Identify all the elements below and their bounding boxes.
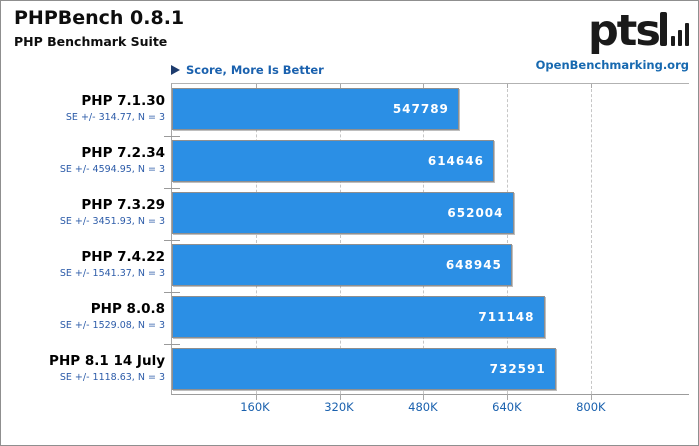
x-axis-tick-label: 800K — [576, 400, 606, 414]
standard-error-label: SE +/- 1529.08, N = 3 — [59, 320, 165, 331]
axis-tick-top — [591, 84, 593, 88]
bar-value-label: 614646 — [427, 154, 484, 168]
svg-text:pts: pts — [588, 6, 659, 56]
axis-tick-bottom — [591, 394, 593, 400]
bar-row: 711148 — [172, 292, 689, 344]
category-label-block: PHP 7.2.34 SE +/- 4594.95, N = 3 — [1, 135, 165, 187]
plot-area: 547789 614646 652004 648945 711148 732591 — [164, 83, 689, 400]
y-axis-row-tick — [164, 136, 180, 137]
axis-tick-top — [507, 84, 509, 88]
gridline — [423, 84, 425, 394]
axis-tick-bottom — [339, 394, 341, 400]
category-label: PHP 7.3.29 — [81, 197, 165, 213]
x-axis-tick-label: 160K — [240, 400, 270, 414]
legend-label: Score, More Is Better — [186, 63, 324, 77]
standard-error-label: SE +/- 3451.93, N = 3 — [59, 216, 165, 227]
category-label: PHP 7.1.30 — [81, 93, 165, 109]
y-axis-row-tick — [164, 292, 180, 293]
category-label-block: PHP 7.4.22 SE +/- 1541.37, N = 3 — [1, 239, 165, 291]
axis-tick-top — [339, 84, 341, 88]
openbenchmarking-link[interactable]: OpenBenchmarking.org — [535, 58, 689, 72]
bar-value-label: 732591 — [489, 362, 546, 376]
category-label-block: PHP 7.3.29 SE +/- 3451.93, N = 3 — [1, 187, 165, 239]
bar-row: 732591 — [172, 344, 689, 396]
standard-error-label: SE +/- 314.77, N = 3 — [65, 112, 165, 123]
gridline — [507, 84, 509, 394]
category-label: PHP 8.1 14 July — [49, 353, 165, 369]
category-label-block: PHP 8.0.8 SE +/- 1529.08, N = 3 — [1, 291, 165, 343]
bar-value-label: 652004 — [447, 206, 504, 220]
category-label: PHP 7.2.34 — [81, 145, 165, 161]
legend: Score, More Is Better — [171, 63, 324, 77]
x-axis-labels: 160K 320K 480K 640K 800K — [171, 400, 689, 418]
result-bar: 732591 — [172, 348, 556, 390]
result-bar: 652004 — [172, 192, 514, 234]
x-axis-tick-label: 480K — [408, 400, 438, 414]
result-bar: 648945 — [172, 244, 512, 286]
standard-error-label: SE +/- 1541.37, N = 3 — [59, 268, 165, 279]
standard-error-label: SE +/- 4594.95, N = 3 — [59, 164, 165, 175]
page-title: PHPBench 0.8.1 — [14, 7, 185, 29]
result-bar: 547789 — [172, 88, 459, 130]
category-label: PHP 7.4.22 — [81, 249, 165, 265]
y-axis-row-tick — [164, 240, 180, 241]
axis-tick-top — [423, 84, 425, 88]
pts-logo: pts — [588, 4, 690, 56]
x-axis-tick-label: 640K — [492, 400, 522, 414]
category-label-block: PHP 8.1 14 July SE +/- 1118.63, N = 3 — [1, 343, 165, 395]
gridline — [591, 84, 593, 394]
gridline — [339, 84, 341, 394]
bar-value-label: 648945 — [445, 258, 502, 272]
standard-error-label: SE +/- 1118.63, N = 3 — [59, 372, 165, 383]
legend-arrow-icon — [171, 65, 180, 75]
bar-value-label: 547789 — [392, 102, 449, 116]
bar-row: 652004 — [172, 188, 689, 240]
axis-tick-bottom — [507, 394, 509, 400]
axis-tick-top — [255, 84, 257, 88]
pts-logo-graphic: pts — [588, 6, 689, 56]
axis-tick-bottom — [255, 394, 257, 400]
bar-row: 648945 — [172, 240, 689, 292]
x-axis-tick-label: 320K — [324, 400, 354, 414]
bar-value-label: 711148 — [478, 310, 535, 324]
y-axis-row-tick — [164, 188, 180, 189]
bar-row: 547789 — [172, 84, 689, 136]
bar-row: 614646 — [172, 136, 689, 188]
axis-tick-bottom — [423, 394, 425, 400]
result-bar: 711148 — [172, 296, 545, 338]
result-bar: 614646 — [172, 140, 494, 182]
y-axis-row-tick — [164, 344, 180, 345]
page-subtitle: PHP Benchmark Suite — [14, 34, 168, 49]
category-label-block: PHP 7.1.30 SE +/- 314.77, N = 3 — [1, 83, 165, 135]
category-label: PHP 8.0.8 — [90, 301, 165, 317]
gridline — [255, 84, 257, 394]
